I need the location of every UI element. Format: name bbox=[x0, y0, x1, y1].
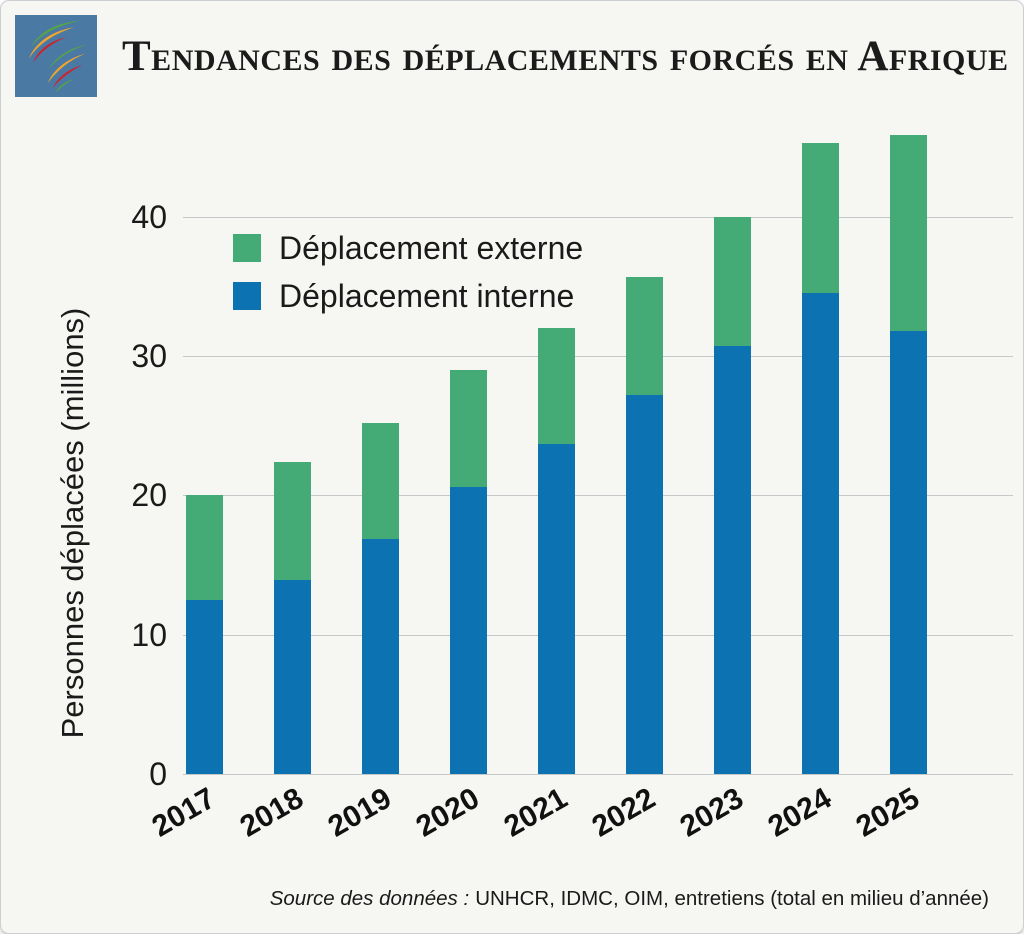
x-tick-label-2018: 2018 bbox=[234, 781, 309, 844]
bar-segment-externe-2017 bbox=[185, 495, 223, 600]
bar-segment-externe-2018 bbox=[273, 461, 311, 581]
bar-segment-interne-2019 bbox=[361, 538, 399, 774]
bar-segment-externe-2020 bbox=[449, 370, 487, 488]
x-tick-label-2024: 2024 bbox=[762, 781, 837, 844]
gridline-20 bbox=[183, 495, 1013, 497]
bar-segment-interne-2024 bbox=[801, 293, 839, 774]
legend-item-externe: Déplacement externe bbox=[233, 230, 584, 266]
africa-center-logo bbox=[15, 15, 97, 97]
bar-segment-externe-2021 bbox=[537, 328, 575, 444]
x-tick-label-2019: 2019 bbox=[322, 781, 397, 844]
page-title: Tendances des déplacements forcés en Afr… bbox=[122, 32, 1009, 80]
gridline-30 bbox=[183, 356, 1013, 358]
y-tick-label-20: 20 bbox=[131, 477, 167, 514]
legend-swatch-interne bbox=[233, 282, 261, 310]
gridline-0 bbox=[183, 774, 1013, 775]
bar-segment-interne-2018 bbox=[273, 580, 311, 774]
x-tick-label-2022: 2022 bbox=[586, 781, 661, 844]
header: Tendances des déplacements forcés en Afr… bbox=[14, 13, 1010, 99]
source-note: Source des données : UNHCR, IDMC, OIM, en… bbox=[270, 887, 989, 911]
legend-label-interne: Déplacement interne bbox=[279, 278, 575, 314]
bar-segment-interne-2025 bbox=[889, 331, 927, 774]
bar-segment-interne-2021 bbox=[537, 443, 575, 774]
y-tick-label-40: 40 bbox=[131, 198, 167, 235]
bar-segment-externe-2022 bbox=[625, 276, 663, 396]
x-tick-label-2025: 2025 bbox=[850, 781, 925, 844]
logo-swoosh-green-top bbox=[30, 20, 81, 48]
gridline-10 bbox=[183, 634, 1013, 636]
legend: Déplacement externe Déplacement interne bbox=[233, 230, 584, 330]
legend-swatch-externe bbox=[233, 234, 261, 262]
x-tick-label-2021: 2021 bbox=[498, 781, 573, 844]
bar-segment-interne-2017 bbox=[185, 599, 223, 774]
x-tick-label-2020: 2020 bbox=[410, 781, 485, 844]
bar-segment-interne-2022 bbox=[625, 395, 663, 774]
bar-segment-externe-2025 bbox=[889, 134, 927, 332]
y-tick-label-10: 10 bbox=[131, 616, 167, 653]
source-label: Source des données : bbox=[269, 887, 470, 910]
y-axis-title: Personnes déplacées (millions) bbox=[55, 307, 90, 739]
bar-segment-externe-2024 bbox=[801, 142, 839, 294]
legend-item-interne: Déplacement interne bbox=[233, 278, 583, 314]
legend-label-externe: Déplacement externe bbox=[279, 230, 584, 266]
bar-segment-interne-2023 bbox=[713, 346, 751, 774]
y-tick-label-30: 30 bbox=[131, 338, 167, 375]
y-tick-label-0: 0 bbox=[149, 756, 167, 792]
x-tick-label-2023: 2023 bbox=[674, 781, 749, 844]
bar-segment-externe-2023 bbox=[713, 216, 751, 347]
bar-segment-externe-2019 bbox=[361, 422, 399, 539]
gridline-40 bbox=[183, 216, 1013, 218]
source-text: UNHCR, IDMC, OIM, entretiens (total en m… bbox=[475, 887, 989, 910]
bar-segment-interne-2020 bbox=[449, 487, 487, 774]
